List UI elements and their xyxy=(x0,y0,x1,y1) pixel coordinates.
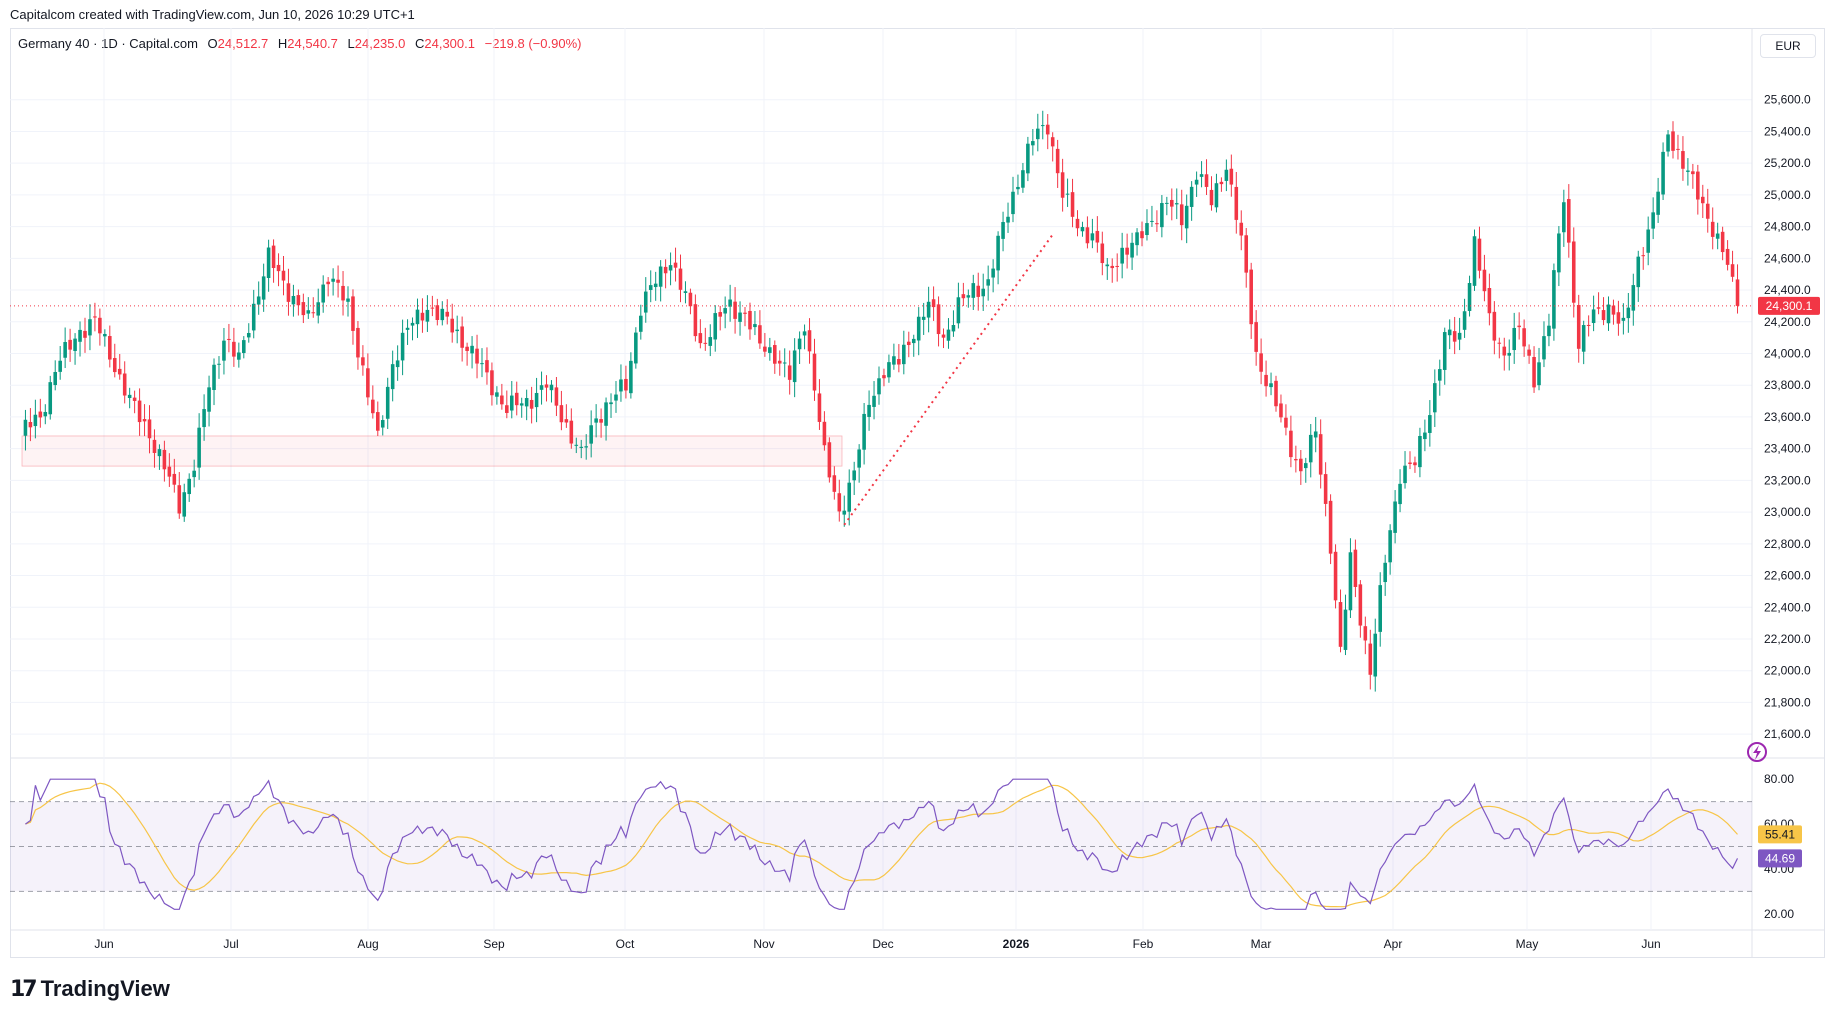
low-value: 24,235.0 xyxy=(354,36,406,51)
open-label: O xyxy=(207,36,218,51)
tradingview-logo-icon: 17 xyxy=(10,976,38,1002)
high-label: H xyxy=(277,36,288,51)
symbol-name[interactable]: Germany 40 · 1D · Capital.com xyxy=(18,36,198,51)
chart-frame[interactable] xyxy=(10,28,1825,958)
chart-caption: Capitalcom created with TradingView.com,… xyxy=(10,7,415,22)
currency-selector[interactable]: EUR xyxy=(1760,34,1816,58)
symbol-legend: Germany 40 · 1D · Capital.com O24,512.7 … xyxy=(18,36,581,51)
brand-name: TradingView xyxy=(40,976,170,1001)
tradingview-logo[interactable]: 17 TradingView xyxy=(10,976,170,1002)
close-value: 24,300.1 xyxy=(424,36,475,51)
open-value: 24,512.7 xyxy=(217,36,269,51)
low-label: L xyxy=(347,36,355,51)
close-label: C xyxy=(414,36,425,51)
change-value: −219.8 (−0.90%) xyxy=(484,36,582,51)
high-value: 24,540.7 xyxy=(287,36,338,51)
